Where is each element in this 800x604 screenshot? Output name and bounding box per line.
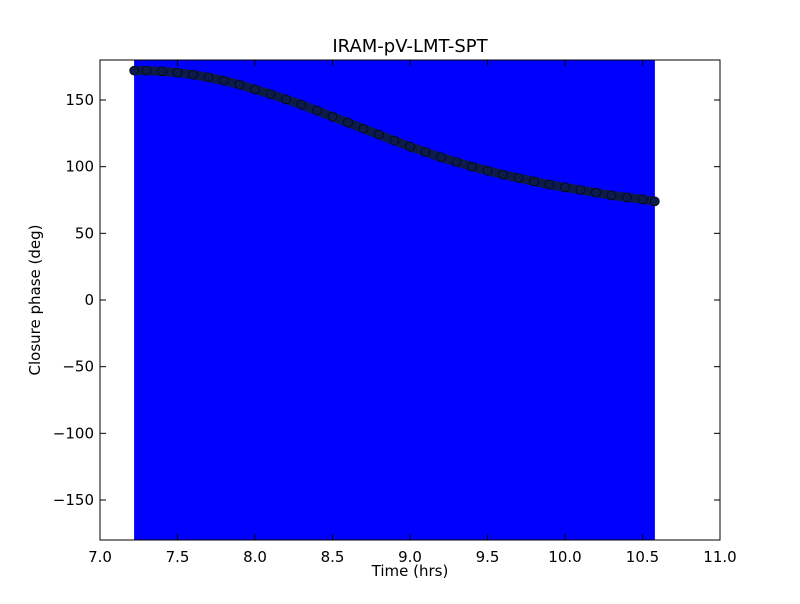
data-point [281,94,291,105]
data-point [219,75,229,86]
data-point [513,173,524,183]
data-point [650,196,660,207]
y-tick-label: 0 [84,291,94,309]
x-tick-label: 7.0 [88,548,112,566]
data-point [234,79,245,90]
data-point [405,141,415,152]
x-tick-label: 8.5 [321,548,345,566]
x-tick-label: 8.0 [243,548,267,566]
data-point [141,65,152,76]
y-tick-label: 50 [75,224,94,242]
x-axis-label: Time (hrs) [371,562,449,580]
data-point [606,190,617,201]
data-point [498,169,508,180]
x-tick-label: 10.5 [626,548,659,566]
data-point [203,72,214,83]
y-axis-label: Closure phase (deg) [26,225,44,376]
data-point [312,105,322,116]
data-point [374,129,384,140]
y-tick-label: 100 [65,158,94,176]
y-tick-label: −150 [53,491,94,509]
data-point [436,152,446,163]
data-point [172,67,183,78]
data-point [482,165,493,176]
data-point [358,123,369,134]
x-tick-label: 9.0 [398,548,422,566]
data-point [250,84,260,95]
data-point [575,185,586,195]
y-tick-label: 150 [65,91,94,109]
x-tick-label: 10.0 [548,548,581,566]
y-tick-label: −100 [53,424,94,442]
data-point [637,194,648,205]
data-point [389,135,400,146]
data-point [188,69,198,80]
data-point [467,161,477,172]
data-point [591,187,601,198]
data-point [529,176,539,187]
x-tick-label: 7.5 [166,548,190,566]
data-point [420,147,431,157]
data-point [451,157,462,167]
data-point [544,179,555,190]
x-tick-label: 11.0 [703,548,736,566]
data-point [327,111,338,122]
y-tick-label: −50 [62,358,94,376]
shaded-band [134,60,655,540]
data-point [343,117,353,128]
data-point [157,66,167,77]
data-point [622,192,632,203]
chart-title: IRAM-pV-LMT-SPT [332,36,488,57]
data-point [560,182,570,193]
data-point [265,89,276,99]
data-point [129,65,139,76]
data-point [296,99,307,110]
x-tick-label: 9.5 [476,548,500,566]
